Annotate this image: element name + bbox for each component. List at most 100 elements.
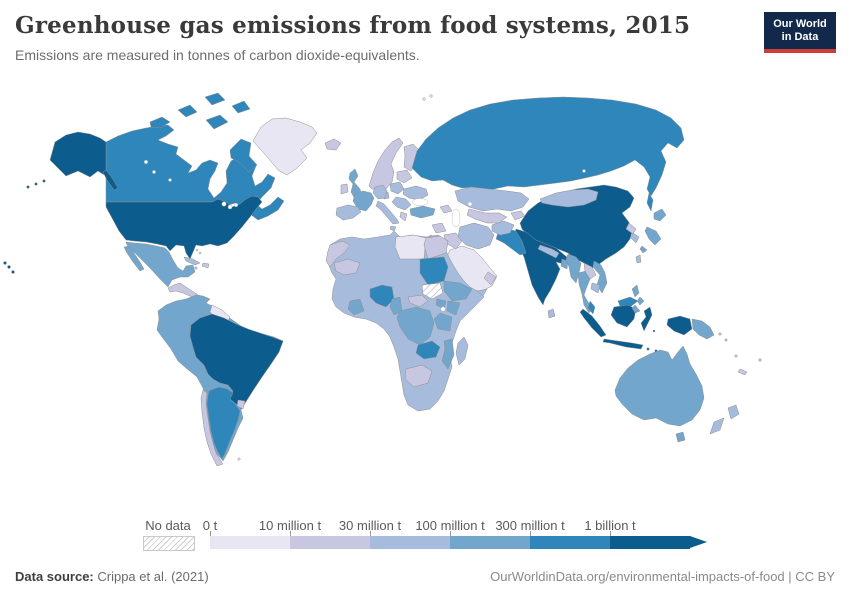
region-botswana-namibia[interactable] — [404, 364, 433, 388]
island-sumatra[interactable] — [579, 308, 607, 338]
island-vanuatu[interactable] — [734, 354, 738, 358]
island-new-caledonia[interactable] — [737, 368, 748, 376]
country-france[interactable] — [352, 190, 375, 212]
island-tasmania[interactable] — [675, 431, 686, 443]
aleutian-island[interactable] — [42, 179, 46, 183]
country-drc[interactable] — [396, 306, 435, 346]
country-malaysia[interactable] — [587, 300, 596, 315]
country-zambia[interactable] — [415, 340, 441, 360]
country-tanzania[interactable] — [433, 312, 453, 332]
country-laos[interactable] — [583, 262, 597, 280]
footer-link[interactable]: OurWorldinData.org/environmental-impacts… — [490, 569, 835, 584]
country-australia[interactable] — [614, 345, 705, 427]
country-argentina[interactable] — [206, 386, 241, 460]
island-fiji[interactable] — [758, 358, 762, 362]
country-mexico[interactable] — [125, 241, 196, 288]
legend-bin-3[interactable] — [450, 536, 530, 549]
country-canada[interactable] — [105, 124, 285, 221]
country-nepal[interactable] — [537, 244, 560, 259]
country-ukraine[interactable] — [402, 185, 429, 201]
country-morocco[interactable] — [325, 240, 351, 268]
country-mozambique[interactable] — [441, 338, 455, 370]
country-poland[interactable] — [389, 181, 405, 195]
country-iran[interactable] — [457, 222, 495, 250]
country-nigeria[interactable] — [369, 284, 395, 308]
island-svalbard[interactable] — [429, 94, 433, 98]
country-canada-arctic[interactable] — [149, 116, 171, 129]
region-mauritania-mali[interactable] — [333, 258, 361, 276]
country-egypt[interactable] — [423, 235, 449, 260]
baja-peninsula[interactable] — [123, 245, 145, 272]
region-belarus-baltics[interactable] — [396, 169, 413, 184]
island-solomon[interactable] — [718, 332, 722, 336]
region-central-asia[interactable] — [466, 208, 508, 224]
country-spain[interactable] — [335, 204, 362, 221]
island-bahamas[interactable] — [198, 251, 202, 255]
country-bangladesh[interactable] — [560, 258, 569, 270]
legend-bin-0[interactable] — [210, 536, 290, 549]
island-solomon[interactable] — [724, 338, 728, 342]
island-lesser-sunda[interactable] — [646, 347, 650, 351]
country-papua-new-guinea[interactable] — [691, 318, 715, 340]
island-honshu[interactable] — [644, 226, 662, 246]
region-borneo-north[interactable] — [617, 296, 639, 308]
country-sri-lanka[interactable] — [547, 308, 556, 319]
country-cameroon[interactable] — [389, 296, 403, 316]
country-cuba[interactable] — [183, 256, 201, 266]
country-car[interactable] — [407, 294, 429, 308]
region-balkans[interactable] — [391, 196, 412, 211]
country-canada-arctic[interactable] — [204, 92, 226, 106]
country-russia[interactable] — [411, 96, 685, 197]
island-maluku[interactable] — [652, 329, 656, 333]
island-kyushu[interactable] — [639, 245, 648, 254]
hawaii-island[interactable] — [7, 265, 11, 269]
country-india[interactable] — [513, 228, 569, 306]
country-philippines[interactable] — [631, 284, 640, 298]
legend-bin-1[interactable] — [290, 536, 370, 549]
region-west-papua[interactable] — [666, 315, 693, 336]
country-pakistan[interactable] — [495, 228, 527, 256]
country-south-sudan[interactable] — [421, 282, 444, 300]
aleutian-island[interactable] — [26, 185, 30, 189]
country-kazakhstan[interactable] — [454, 186, 530, 212]
country-madagascar[interactable] — [455, 336, 469, 366]
hawaii-island[interactable] — [11, 270, 15, 274]
country-vietnam[interactable] — [592, 260, 608, 294]
legend-bin-4[interactable] — [530, 536, 610, 549]
country-ethiopia[interactable] — [443, 280, 473, 302]
aleutian-island[interactable] — [34, 182, 38, 186]
country-uruguay[interactable] — [236, 399, 246, 410]
country-canada-arctic[interactable] — [205, 114, 229, 130]
country-mongolia[interactable] — [539, 188, 599, 208]
country-alaska-panhandle[interactable] — [102, 169, 119, 191]
island-falklands[interactable] — [237, 457, 241, 461]
hawaii-island[interactable] — [3, 261, 7, 265]
island-sulawesi[interactable] — [640, 306, 653, 332]
country-germany[interactable] — [372, 184, 388, 200]
country-italy[interactable] — [375, 200, 400, 225]
country-ireland[interactable] — [340, 183, 349, 195]
island-jamaica[interactable] — [194, 266, 198, 270]
country-canada-baffin[interactable] — [229, 138, 258, 173]
country-syria[interactable] — [431, 222, 447, 234]
country-libya[interactable] — [394, 234, 427, 260]
nz-north-island[interactable] — [727, 404, 740, 420]
country-alaska[interactable] — [49, 131, 107, 178]
island-hokkaido[interactable] — [653, 208, 667, 222]
country-greenland[interactable] — [252, 117, 318, 176]
country-brazil[interactable] — [189, 313, 284, 410]
country-canada-arctic[interactable] — [177, 104, 198, 118]
country-kenya[interactable] — [446, 300, 461, 316]
region-ghana-cote[interactable] — [347, 298, 365, 316]
country-canada-arctic[interactable] — [231, 100, 251, 114]
country-cambodia[interactable] — [590, 282, 601, 294]
legend-bin-2[interactable] — [370, 536, 450, 549]
country-myanmar[interactable] — [565, 253, 582, 284]
country-turkey[interactable] — [409, 205, 436, 219]
nz-south-island[interactable] — [709, 417, 725, 435]
island-svalbard[interactable] — [422, 97, 426, 101]
legend-bin-5[interactable] — [610, 536, 690, 549]
island-java[interactable] — [602, 338, 644, 350]
country-usa[interactable] — [105, 195, 263, 260]
island-hispaniola[interactable] — [201, 262, 210, 269]
